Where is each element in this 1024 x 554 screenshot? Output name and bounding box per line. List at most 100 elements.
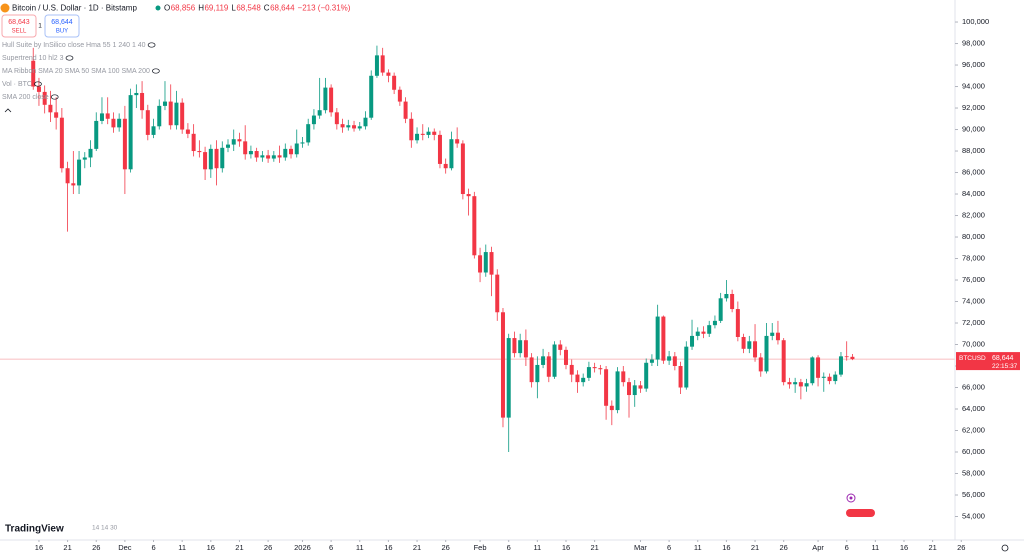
candle-body [220,147,225,169]
buy-button[interactable] [44,14,80,38]
candle-body [380,55,385,73]
candle-body [449,139,454,169]
x-tick-label: 21 [751,543,759,552]
indicator-list: Hull Suite by InSilico close Hma 55 1 24… [2,42,160,101]
candle-body [248,151,253,155]
x-tick-label: 26 [957,543,965,552]
candle-body [403,101,408,119]
buy-label[interactable]: BUY [56,29,68,35]
candle-body [787,382,792,385]
candle-body [655,316,660,360]
candle-body [42,91,47,105]
candle-body [65,168,70,184]
candle-body [833,374,838,382]
earnings-markers[interactable] [846,509,875,517]
candle-body [552,344,557,377]
x-tick-label: Dec [118,543,132,552]
candle-body [203,152,208,170]
x-tick-label: 26 [780,543,788,552]
x-tick-label: 16 [900,543,908,552]
spread: 1 [38,23,42,30]
x-tick-label: Mar [634,543,647,552]
candle-body [563,349,568,365]
candle-body [690,335,695,347]
candle-body [753,341,758,358]
candle-body [31,60,36,87]
price-axis: 54,000 56,000 58,000 60,000 62,000 64,000 66,0… [955,17,1020,520]
candle-body [99,113,104,121]
visibility-toggle[interactable] [147,42,156,48]
candle-body [810,357,815,384]
candle-body [529,357,534,383]
footer-note: 14 14 30 [92,525,118,532]
collapse-legend-button[interactable] [4,108,12,113]
candle-body [730,293,735,310]
y-tick-label: 80,000 [962,232,985,241]
buy-price[interactable]: 68,644 [51,19,73,26]
x-tick-label: 21 [928,543,936,552]
visibility-toggle[interactable] [65,55,74,61]
candle-body [535,364,540,383]
candle-body [237,139,242,142]
sell-price[interactable]: 68,643 [8,19,30,26]
candle-body [466,194,471,197]
candle-body [340,124,345,128]
x-tick-label: 2026 [294,543,311,552]
candle-body [134,92,139,96]
candle-body [77,159,82,186]
candle-body [798,382,803,387]
candle-body [71,183,76,186]
candle-body [500,312,505,418]
x-tick-label: 26 [92,543,100,552]
x-tick-label: 6 [507,543,511,552]
y-tick-label: 78,000 [962,254,985,263]
indicator-label[interactable]: Hull Suite by InSilico close Hma 55 1 24… [2,42,146,49]
candle-body [88,148,93,158]
candle-body [678,366,683,388]
visibility-toggle[interactable] [34,81,42,87]
candle-body [741,336,746,349]
y-tick-label: 98,000 [962,39,985,48]
y-tick-label: 84,000 [962,189,985,198]
x-tick-label: 21 [235,543,243,552]
candle-body [592,367,597,369]
x-tick-label: Apr [812,543,824,552]
candle-body [266,155,271,159]
sell-button[interactable] [1,14,37,38]
y-tick-label: 76,000 [962,275,985,284]
time-axis: 16 21 26 Dec 6 11 16 21 26 2026 6 11 16 21 26 Feb 6 11 16 2… [35,540,965,552]
y-tick-label: 74,000 [962,297,985,306]
candle-body [168,101,173,126]
indicator-label[interactable]: Supertrend 10 hl2 3 [2,55,64,62]
candle-body [317,110,322,116]
candle-body [472,196,477,256]
candle-body [627,382,632,396]
candle-body [804,383,809,387]
ohlc-value: 68,644 [270,4,295,13]
plot-area [0,45,955,453]
y-tick-label: 90,000 [962,125,985,134]
indicator-label[interactable]: SMA 200 close [2,94,49,101]
indicator-label[interactable]: Vol · BTC [2,81,32,88]
x-tick-label: 16 [722,543,730,552]
ohlc-value: 68,856 [171,4,196,13]
y-tick-label: 72,000 [962,318,985,327]
candle-body [36,86,41,92]
settings-button[interactable] [1001,544,1009,552]
ohlc-prefix: H [198,4,204,13]
candle-body [460,143,465,195]
indicator-label[interactable]: MA Ribbon SMA 20 SMA 50 SMA 100 SMA 200 [2,68,150,75]
candle-body [323,87,328,111]
x-tick-label: 21 [590,543,598,552]
sell-label[interactable]: SELL [12,29,27,35]
y-tick-label: 82,000 [962,211,985,220]
visibility-toggle[interactable] [50,94,59,100]
visibility-toggle[interactable] [152,68,160,74]
candle-body [111,118,116,128]
candle-body [712,320,717,326]
candle-body [443,163,448,169]
y-tick-label: 88,000 [962,146,985,155]
candle-body [374,55,379,76]
x-tick-label: 21 [413,543,421,552]
